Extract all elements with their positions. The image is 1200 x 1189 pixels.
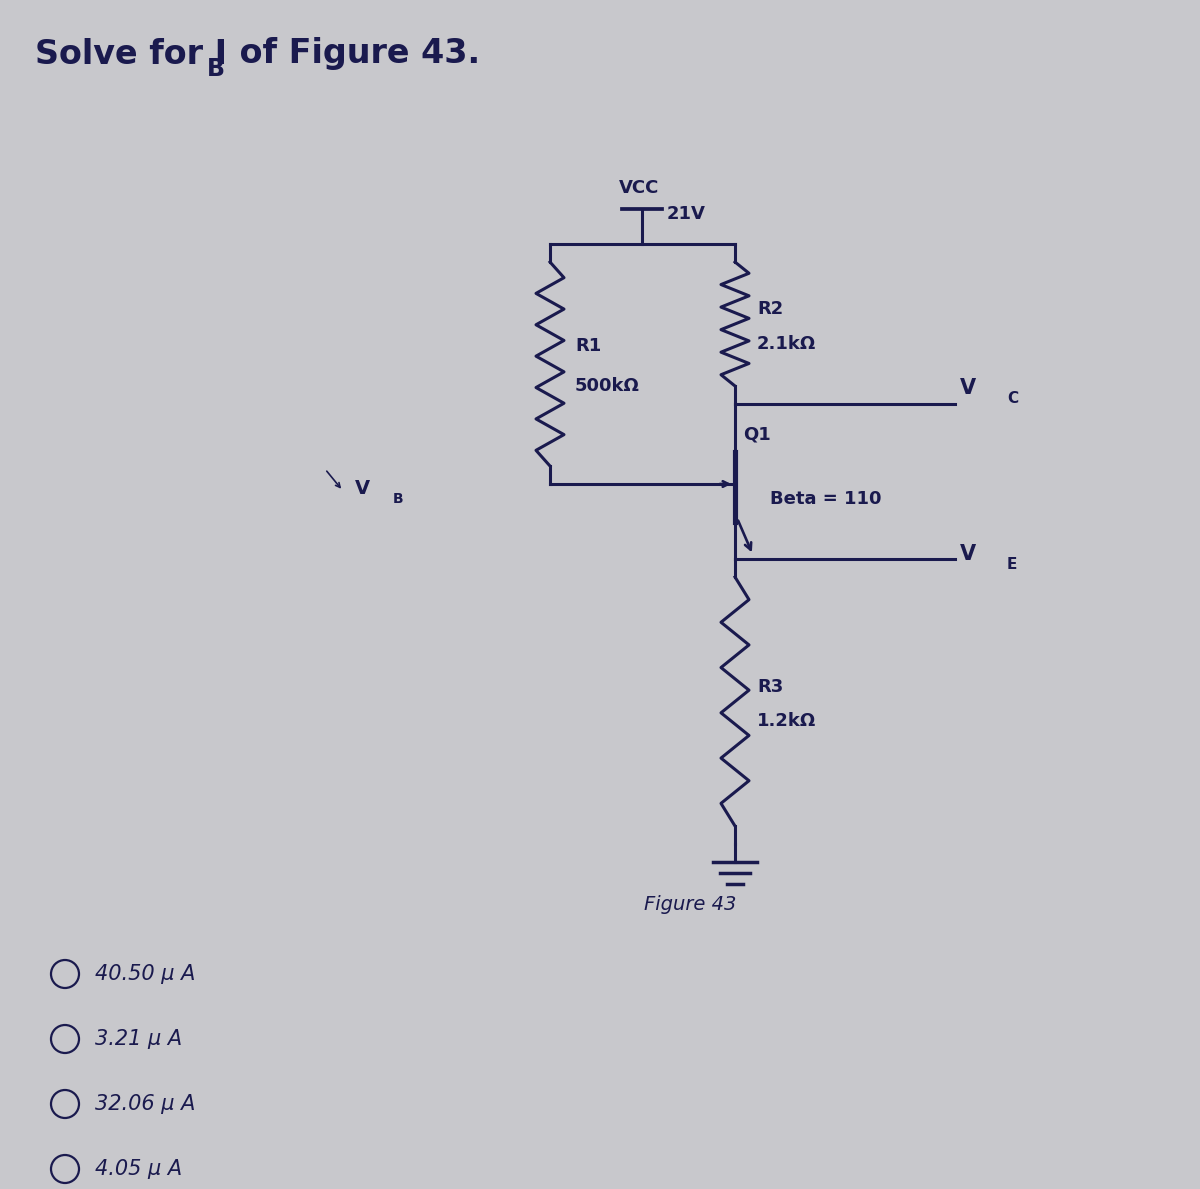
Text: of Figure 43.: of Figure 43. [228,38,480,70]
Text: 40.50 μ A: 40.50 μ A [95,964,196,984]
Text: Solve for I: Solve for I [35,38,227,70]
Text: Figure 43: Figure 43 [644,894,736,913]
Text: V: V [960,378,976,398]
Text: C: C [1007,391,1018,405]
Text: Beta = 110: Beta = 110 [770,490,882,508]
Text: E: E [1007,556,1018,572]
Text: R3: R3 [757,678,784,696]
Text: 1.2kΩ: 1.2kΩ [757,712,816,730]
Text: VCC: VCC [619,180,659,197]
Text: 32.06 μ A: 32.06 μ A [95,1094,196,1114]
Text: 2.1kΩ: 2.1kΩ [757,335,816,353]
Text: 21V: 21V [667,205,706,224]
Text: Q1: Q1 [743,426,770,443]
Text: B: B [206,57,226,81]
Text: R2: R2 [757,300,784,317]
Text: B: B [394,492,403,507]
Text: V: V [960,545,976,564]
Text: V: V [355,478,370,497]
Text: 4.05 μ A: 4.05 μ A [95,1159,182,1179]
Text: R1: R1 [575,336,601,356]
Text: 500kΩ: 500kΩ [575,377,640,395]
Text: 3.21 μ A: 3.21 μ A [95,1028,182,1049]
